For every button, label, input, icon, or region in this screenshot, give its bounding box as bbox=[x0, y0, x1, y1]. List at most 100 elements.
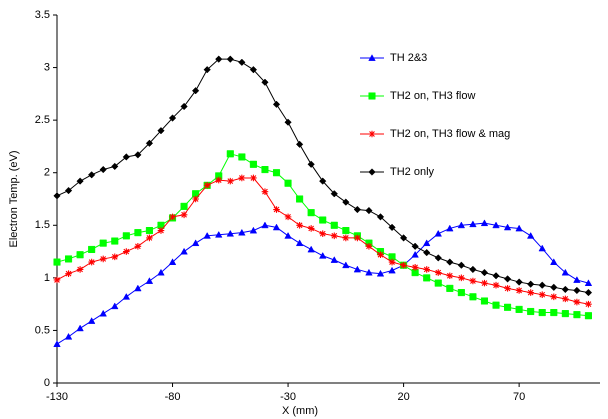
marker bbox=[99, 239, 107, 247]
marker bbox=[330, 221, 338, 229]
marker bbox=[203, 231, 211, 239]
legend-marker bbox=[368, 130, 376, 138]
y-tick-label: 3.5 bbox=[35, 9, 50, 21]
marker bbox=[145, 139, 154, 147]
marker bbox=[515, 224, 523, 232]
marker bbox=[122, 292, 131, 300]
marker bbox=[53, 340, 61, 347]
marker bbox=[134, 229, 142, 237]
marker bbox=[180, 247, 188, 255]
marker bbox=[330, 232, 338, 240]
marker bbox=[446, 284, 454, 292]
marker bbox=[295, 140, 304, 148]
series-line bbox=[56, 177, 589, 305]
legend-marker bbox=[368, 168, 376, 176]
marker bbox=[250, 174, 257, 182]
marker bbox=[550, 283, 558, 291]
marker bbox=[584, 288, 593, 297]
marker bbox=[111, 237, 119, 245]
marker bbox=[469, 277, 477, 285]
marker bbox=[261, 166, 269, 174]
marker bbox=[423, 266, 431, 273]
marker bbox=[169, 213, 176, 221]
marker bbox=[307, 209, 315, 217]
marker bbox=[76, 177, 84, 185]
y-tick-label: 1.5 bbox=[35, 219, 50, 231]
marker bbox=[342, 234, 350, 242]
x-tick-label: 70 bbox=[513, 391, 525, 403]
marker bbox=[469, 293, 477, 301]
marker bbox=[365, 268, 373, 276]
marker bbox=[215, 230, 223, 238]
marker bbox=[550, 293, 558, 301]
marker bbox=[226, 150, 234, 158]
marker bbox=[411, 264, 419, 271]
marker bbox=[480, 219, 489, 227]
marker bbox=[168, 114, 177, 122]
marker bbox=[504, 303, 512, 311]
marker bbox=[330, 190, 338, 198]
marker bbox=[134, 243, 142, 250]
marker bbox=[238, 153, 246, 161]
marker bbox=[226, 55, 234, 63]
marker bbox=[157, 268, 165, 276]
marker bbox=[272, 223, 281, 231]
marker bbox=[492, 281, 500, 289]
legend-marker bbox=[368, 54, 376, 61]
marker bbox=[88, 245, 96, 254]
y-tick-label: 0 bbox=[44, 377, 50, 389]
y-tick-label: 3 bbox=[44, 61, 50, 73]
marker bbox=[99, 165, 107, 174]
marker bbox=[53, 192, 61, 200]
marker bbox=[411, 242, 419, 250]
marker bbox=[365, 206, 373, 215]
marker bbox=[538, 309, 546, 317]
marker bbox=[550, 309, 558, 317]
marker bbox=[64, 186, 73, 195]
marker bbox=[145, 277, 154, 284]
marker bbox=[99, 309, 107, 317]
marker bbox=[573, 298, 581, 306]
marker bbox=[526, 231, 535, 239]
marker bbox=[284, 179, 292, 187]
marker bbox=[457, 261, 466, 269]
legend-label: TH2 on, TH3 flow bbox=[390, 90, 475, 102]
marker bbox=[481, 279, 488, 287]
x-tick-label: -130 bbox=[46, 391, 68, 403]
marker bbox=[296, 195, 304, 203]
marker bbox=[203, 66, 211, 74]
marker bbox=[226, 177, 234, 185]
marker bbox=[423, 274, 431, 282]
marker bbox=[261, 188, 269, 195]
marker bbox=[342, 226, 350, 235]
marker bbox=[584, 279, 593, 287]
marker bbox=[377, 251, 384, 259]
marker bbox=[238, 174, 246, 182]
marker bbox=[550, 258, 558, 265]
marker bbox=[492, 221, 500, 229]
marker bbox=[388, 266, 396, 274]
x-axis-label: X (mm) bbox=[282, 405, 318, 417]
marker bbox=[157, 227, 165, 234]
marker bbox=[99, 255, 107, 263]
marker bbox=[284, 118, 292, 126]
marker bbox=[87, 317, 96, 324]
marker bbox=[388, 258, 396, 266]
y-tick-label: 1 bbox=[44, 272, 50, 284]
marker bbox=[457, 289, 465, 297]
marker bbox=[76, 251, 84, 259]
marker bbox=[238, 228, 246, 236]
marker bbox=[538, 291, 546, 298]
marker bbox=[342, 198, 350, 206]
marker bbox=[191, 239, 200, 247]
marker bbox=[446, 272, 454, 280]
marker bbox=[273, 206, 280, 213]
marker bbox=[146, 234, 153, 242]
marker bbox=[480, 297, 489, 305]
marker bbox=[527, 289, 534, 296]
marker bbox=[376, 213, 385, 221]
marker bbox=[111, 253, 119, 261]
marker bbox=[145, 226, 153, 235]
marker bbox=[388, 253, 396, 261]
marker bbox=[319, 177, 327, 185]
